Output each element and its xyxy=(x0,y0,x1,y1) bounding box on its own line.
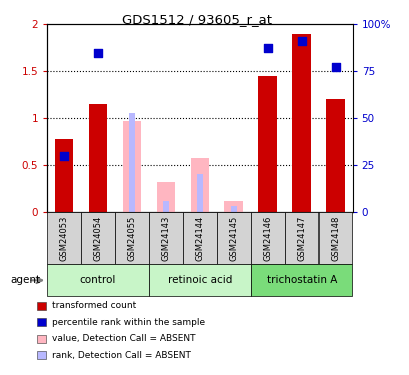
Text: control: control xyxy=(80,275,116,285)
Text: percentile rank within the sample: percentile rank within the sample xyxy=(52,318,204,327)
Bar xyxy=(122,121,141,212)
Bar xyxy=(88,104,107,212)
Bar xyxy=(156,182,175,212)
Bar xyxy=(128,113,135,212)
Text: GSM24145: GSM24145 xyxy=(229,216,238,261)
Text: trichostatin A: trichostatin A xyxy=(266,275,336,285)
Bar xyxy=(149,212,182,264)
Bar xyxy=(47,212,81,264)
Text: retinoic acid: retinoic acid xyxy=(167,275,231,285)
Bar xyxy=(230,206,236,212)
Text: GSM24143: GSM24143 xyxy=(161,215,170,261)
Bar xyxy=(326,99,344,212)
Bar xyxy=(224,201,243,212)
Text: agent: agent xyxy=(10,275,40,285)
Bar xyxy=(216,212,250,264)
Text: GSM24054: GSM24054 xyxy=(93,216,102,261)
Point xyxy=(61,153,67,159)
Text: GSM24055: GSM24055 xyxy=(127,216,136,261)
Text: rank, Detection Call = ABSENT: rank, Detection Call = ABSENT xyxy=(52,351,191,360)
Bar xyxy=(162,201,169,212)
Text: GSM24148: GSM24148 xyxy=(330,215,339,261)
Text: GSM24146: GSM24146 xyxy=(263,215,272,261)
Text: GSM24053: GSM24053 xyxy=(59,215,68,261)
Point xyxy=(264,45,270,51)
Bar xyxy=(292,34,310,212)
Text: GSM24144: GSM24144 xyxy=(195,216,204,261)
Text: transformed count: transformed count xyxy=(52,301,136,310)
Bar xyxy=(258,76,276,212)
Bar xyxy=(250,264,352,296)
Point xyxy=(332,63,338,70)
Bar xyxy=(115,212,148,264)
Bar xyxy=(183,212,216,264)
Text: GSM24147: GSM24147 xyxy=(297,215,306,261)
Bar xyxy=(81,212,115,264)
Bar xyxy=(55,139,73,212)
Bar xyxy=(318,212,352,264)
Bar xyxy=(284,212,318,264)
Point xyxy=(298,38,304,44)
Text: value, Detection Call = ABSENT: value, Detection Call = ABSENT xyxy=(52,334,195,343)
Text: GDS1512 / 93605_r_at: GDS1512 / 93605_r_at xyxy=(121,13,271,26)
Bar xyxy=(190,158,209,212)
Bar xyxy=(250,212,284,264)
Bar xyxy=(196,174,202,212)
Bar xyxy=(47,264,148,296)
Bar xyxy=(149,264,250,296)
Point xyxy=(94,50,101,55)
